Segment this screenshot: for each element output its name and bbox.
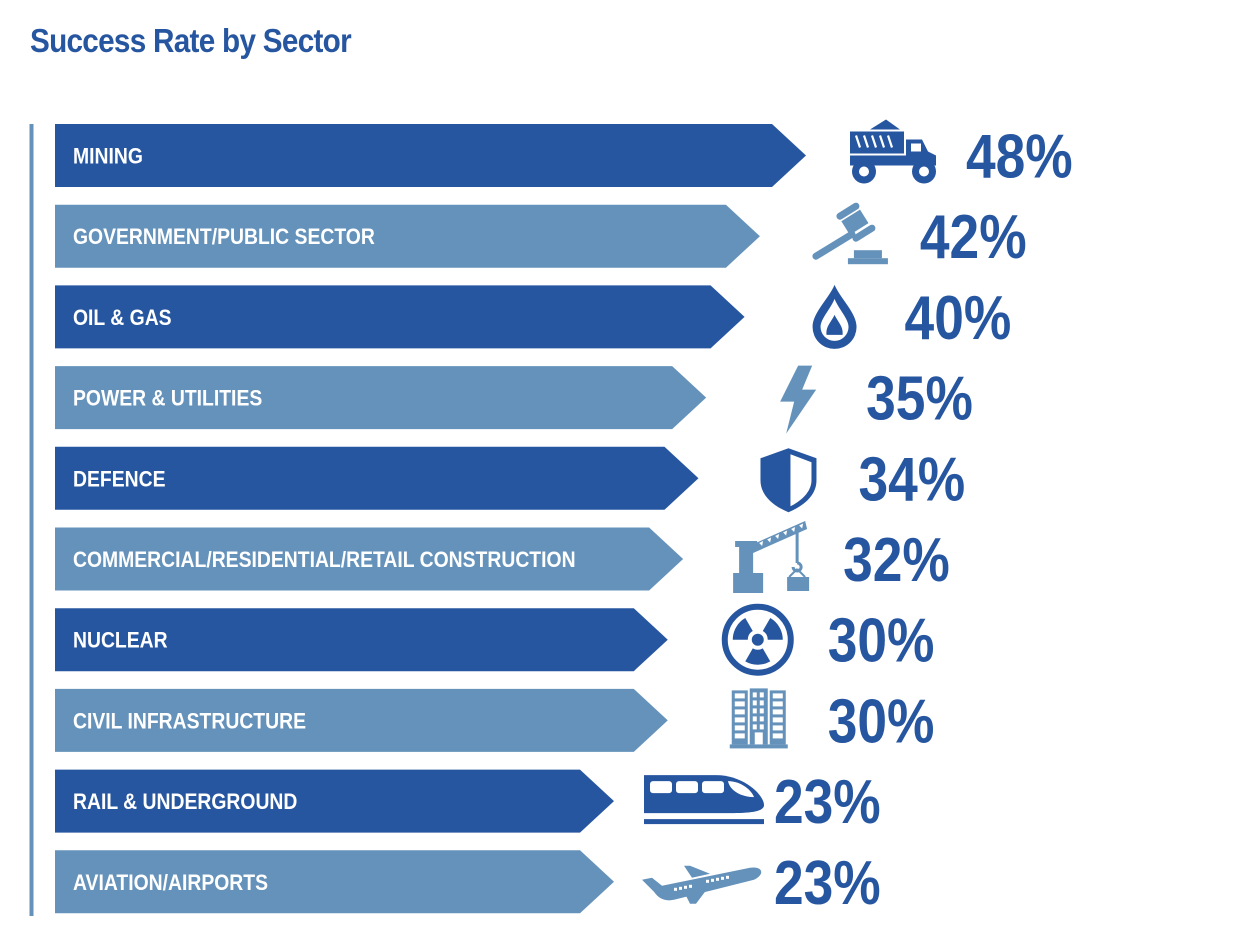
bar (55, 366, 707, 430)
bar-label: AVIATION/AIRPORTS (73, 871, 268, 895)
shield-icon (760, 448, 817, 513)
radiation-icon (721, 603, 794, 676)
bar (55, 608, 668, 672)
bar-row: NUCLEAR 30% (55, 603, 935, 676)
building-icon (729, 688, 788, 749)
bar (55, 446, 699, 510)
value-label: 30% (828, 607, 935, 676)
bar-row: RAIL & UNDERGROUND 23% (55, 768, 881, 837)
chart-title: Success Rate by Sector (30, 22, 352, 59)
bar-label: GOVERNMENT/PUBLIC SECTOR (73, 225, 375, 249)
value-label: 30% (828, 688, 935, 757)
value-label: 35% (866, 365, 973, 434)
bar-label: CIVIL INFRASTRUCTURE (73, 709, 306, 733)
train-icon (644, 775, 764, 825)
value-label: 40% (905, 284, 1012, 353)
bar (55, 850, 614, 914)
gavel-icon (812, 202, 888, 265)
bar-row: GOVERNMENT/PUBLIC SECTOR 42% (55, 202, 1027, 273)
bar-row: OIL & GAS 40% (55, 284, 1011, 353)
bar-row: MINING 48% (55, 119, 1073, 192)
bar-row: POWER & UTILITIES 35% (55, 365, 973, 434)
value-label: 34% (858, 446, 965, 515)
gas-flame-icon (812, 284, 857, 349)
bar-row: COMMERCIAL/RESIDENTIAL/RETAIL CONSTRUCTI… (55, 521, 950, 595)
bar (55, 688, 668, 752)
value-label: 23% (774, 849, 881, 918)
bar-row: AVIATION/AIRPORTS 23% (55, 849, 881, 918)
bar-label: COMMERCIAL/RESIDENTIAL/RETAIL CONSTRUCTI… (73, 548, 576, 572)
bar-label: OIL & GAS (73, 306, 172, 330)
value-label: 42% (920, 204, 1027, 273)
crane-icon (733, 521, 810, 593)
bar-row: DEFENCE 34% (55, 446, 965, 515)
value-label: 48% (966, 123, 1073, 192)
bars-group: MINING 48% GOVERNMENT/PUBLIC SECTOR 42% OIL … (55, 119, 1073, 918)
bar-row: CIVIL INFRASTRUCTURE 30% (55, 688, 935, 757)
bar-label: DEFENCE (73, 467, 166, 491)
bar-label: MINING (73, 144, 143, 168)
lightning-bolt-icon (780, 365, 817, 434)
value-label: 32% (843, 526, 950, 595)
bar (55, 285, 745, 349)
value-label: 23% (774, 768, 881, 837)
bar-label: RAIL & UNDERGROUND (73, 790, 297, 814)
airplane-icon (642, 865, 762, 904)
bar-label: NUCLEAR (73, 629, 168, 653)
dump-truck-icon (850, 119, 936, 184)
bar (55, 204, 760, 268)
bar (55, 769, 614, 833)
bar-label: POWER & UTILITIES (73, 386, 262, 410)
bar (55, 124, 806, 187)
bar (55, 527, 684, 591)
